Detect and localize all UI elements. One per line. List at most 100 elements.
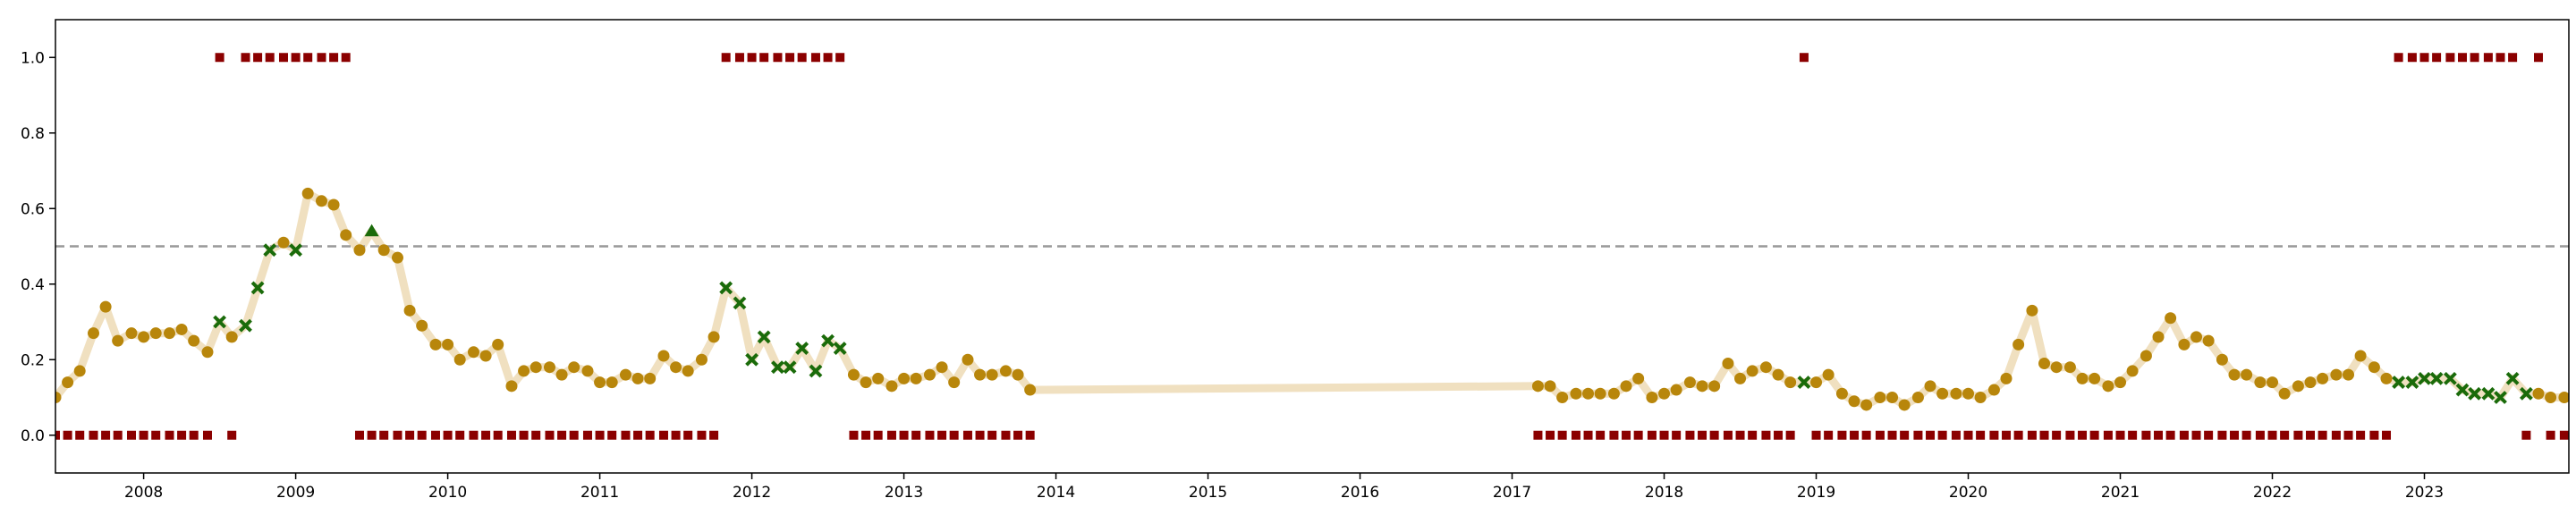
score-cross-7 [745, 352, 758, 367]
flag-square-127 [2154, 430, 2164, 440]
flag-square-142 [2343, 430, 2353, 440]
y-tick-label-3: 0.6 [21, 200, 45, 218]
flag-square-137 [2280, 430, 2290, 440]
score-cross-10 [783, 360, 797, 375]
flag-square-141 [2331, 430, 2341, 440]
flag-square-118 [2039, 430, 2049, 440]
score-circle-124 [2330, 368, 2343, 381]
flag-square-159 [2559, 430, 2569, 440]
flag-square-121 [2078, 430, 2088, 440]
score-circle-82 [1784, 376, 1797, 389]
flag-square-84 [1609, 430, 1619, 440]
score-circle-129 [2532, 387, 2545, 400]
x-tick-label-2: 2010 [428, 484, 467, 502]
score-circle-11 [188, 334, 200, 347]
y-tick-label-2: 0.4 [21, 276, 45, 294]
flag-square-136 [2267, 430, 2277, 440]
score-circle-106 [2102, 380, 2114, 393]
flag-square-34 [481, 430, 491, 440]
flag-square-102 [1837, 430, 1847, 440]
flag-square-2 [75, 430, 85, 440]
flag-square-6 [126, 430, 136, 440]
score-cross-stroke-b [2519, 386, 2533, 401]
flag-square-71 [949, 430, 959, 440]
flag-square-42 [582, 430, 592, 440]
flag-square-56 [759, 53, 769, 63]
score-cross-2 [250, 281, 265, 295]
score-circle-21 [391, 251, 403, 264]
flag-square-38 [531, 430, 541, 440]
flag-square-87 [1647, 430, 1657, 440]
flag-square-7 [139, 430, 148, 440]
score-cross-stroke-b [783, 360, 797, 375]
flag-square-131 [2204, 430, 2214, 440]
flag-square-147 [2407, 53, 2417, 63]
x-tick-label-11: 2019 [1797, 484, 1835, 502]
flag-square-157 [2534, 53, 2544, 63]
flag-square-1 [63, 430, 72, 440]
flag-square-101 [1824, 430, 1834, 440]
score-circle-66 [1582, 387, 1595, 400]
flag-square-98 [1785, 430, 1795, 440]
score-circle-122 [2304, 376, 2317, 389]
score-cross-9 [771, 360, 784, 375]
x-tick-label-8: 2016 [1341, 484, 1379, 502]
flag-square-53 [721, 53, 731, 63]
score-circle-54 [936, 361, 948, 374]
score-circle-110 [2152, 331, 2165, 343]
score-cross-stroke-b [795, 342, 809, 355]
score-circle-49 [872, 372, 885, 384]
flag-square-134 [2241, 430, 2251, 440]
flag-square-80 [1557, 430, 1567, 440]
score-circle-115 [2216, 353, 2228, 366]
score-circle-75 [1696, 380, 1708, 393]
x-tick-label-3: 2011 [580, 484, 619, 502]
flag-square-139 [2306, 430, 2316, 440]
score-circle-83 [1810, 376, 1823, 389]
flag-square-145 [2382, 430, 2392, 440]
score-circle-30 [505, 380, 518, 393]
flag-square-153 [2483, 53, 2493, 63]
score-circle-10 [175, 323, 188, 335]
flag-square-40 [557, 430, 567, 440]
flag-square-114 [1989, 430, 1999, 440]
y-tick-label-1: 0.2 [21, 351, 45, 369]
flag-square-65 [873, 430, 883, 440]
x-tick-label-4: 2012 [733, 484, 771, 502]
score-circle-68 [1607, 387, 1620, 400]
flag-square-110 [1937, 430, 1947, 440]
flag-square-85 [1622, 430, 1631, 440]
flag-square-47 [645, 430, 655, 440]
score-circle-80 [1759, 361, 1772, 374]
score-cross-3 [263, 243, 277, 258]
flag-square-50 [683, 430, 693, 440]
score-circle-98 [2000, 372, 2012, 384]
flag-square-5 [113, 430, 123, 440]
flag-square-89 [1672, 430, 1682, 440]
flag-square-35 [493, 430, 503, 440]
flag-square-54 [734, 53, 744, 63]
flag-square-46 [633, 430, 643, 440]
x-tick-label-6: 2014 [1037, 484, 1075, 502]
score-circle-46 [708, 331, 720, 343]
score-circle-31 [518, 365, 530, 377]
flag-square-63 [849, 430, 859, 440]
flag-square-48 [658, 430, 668, 440]
flag-square-93 [1723, 430, 1733, 440]
flag-square-129 [2179, 430, 2189, 440]
score-circle-57 [974, 368, 987, 381]
score-circle-94 [1950, 387, 1962, 400]
x-tick-label-9: 2017 [1493, 484, 1531, 502]
x-tick-label-1: 2009 [276, 484, 315, 502]
score-circle-27 [467, 346, 479, 359]
flag-square-4 [101, 430, 111, 440]
score-circle-116 [2228, 368, 2241, 381]
flag-square-116 [2013, 430, 2023, 440]
score-cross-19 [2429, 371, 2444, 385]
flag-square-16 [253, 53, 263, 63]
score-circle-48 [860, 376, 872, 389]
flag-square-9 [165, 430, 174, 440]
score-circle-51 [898, 372, 911, 384]
flag-square-59 [797, 53, 807, 63]
